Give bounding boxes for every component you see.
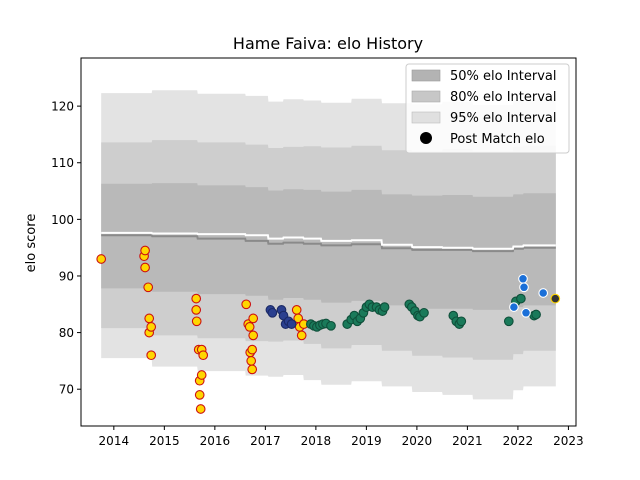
data-point (419, 307, 429, 318)
data-point (538, 288, 549, 298)
data-point (521, 307, 531, 318)
data-point (144, 313, 155, 324)
data-point (379, 302, 390, 312)
x-tick-label: 2015 (149, 434, 180, 448)
data-point (291, 305, 302, 315)
y-tick-label: 90 (59, 269, 74, 283)
x-tick-label: 2023 (553, 434, 584, 448)
data-point (296, 330, 307, 341)
data-point (518, 273, 528, 284)
y-tick-label: 70 (59, 383, 74, 397)
x-tick-label: 2022 (503, 434, 534, 448)
data-point (241, 299, 252, 310)
data-point (519, 282, 529, 293)
x-tick-label: 2017 (250, 434, 281, 448)
x-tick-label: 2016 (200, 434, 231, 448)
data-point (194, 390, 205, 400)
data-point (244, 322, 255, 332)
data-point (198, 350, 209, 361)
data-point (195, 404, 206, 414)
x-tick-label: 2019 (351, 434, 382, 448)
y-tick-label: 100 (51, 213, 74, 227)
data-point (267, 307, 278, 318)
data-point (196, 370, 207, 380)
data-point (246, 356, 257, 366)
data-point (96, 254, 107, 264)
band-50 (101, 183, 556, 310)
legend-swatch-50 (411, 69, 441, 82)
y-tick-label: 120 (51, 100, 74, 114)
x-tick-label: 2020 (402, 434, 433, 448)
data-point (247, 344, 258, 355)
data-point (509, 302, 519, 312)
median-line (101, 234, 556, 253)
legend-label-50: 50% elo Interval (450, 69, 557, 84)
data-point (503, 316, 514, 327)
y-tick-label: 110 (51, 156, 74, 170)
legend-label-post-match: Post Match elo (450, 132, 545, 147)
data-point (191, 316, 202, 327)
legend-label-80: 80% elo Interval (450, 90, 557, 105)
data-point (191, 293, 202, 304)
data-point (146, 322, 157, 332)
data-point (248, 330, 259, 341)
data-point (143, 282, 154, 293)
axes: 2014 2015 2016 2017 2018 2019 2020 2021 2022 2023… (51, 57, 584, 448)
data-point (326, 320, 336, 331)
chart-title: Hame Faiva: elo History (233, 34, 423, 53)
data-point (516, 293, 526, 304)
data-point (248, 313, 259, 324)
legend-label-95: 95% elo Interval (450, 111, 557, 126)
data-point (191, 305, 202, 315)
rating-line (101, 231, 556, 250)
legend-marker-post-match (420, 132, 432, 144)
data-point (550, 293, 561, 304)
y-tick-label: 80 (59, 326, 74, 340)
x-tick-label: 2018 (301, 434, 332, 448)
data-point (531, 309, 541, 320)
x-tick-label: 2021 (452, 434, 483, 448)
legend: 50% elo Interval 80% elo Interval 95% el… (405, 63, 570, 154)
legend-box (405, 63, 570, 154)
data-point (146, 350, 157, 361)
legend-swatch-80 (411, 90, 441, 103)
y-axis-label: elo score (24, 214, 39, 273)
legend-swatch-95 (411, 111, 441, 124)
data-point (456, 316, 467, 327)
plot-frame (80, 57, 577, 427)
x-tick-label: 2014 (99, 434, 130, 448)
plot-area (96, 90, 561, 414)
data-point (140, 262, 150, 273)
data-point (247, 364, 258, 375)
data-point (286, 319, 297, 329)
data-point (140, 245, 150, 256)
